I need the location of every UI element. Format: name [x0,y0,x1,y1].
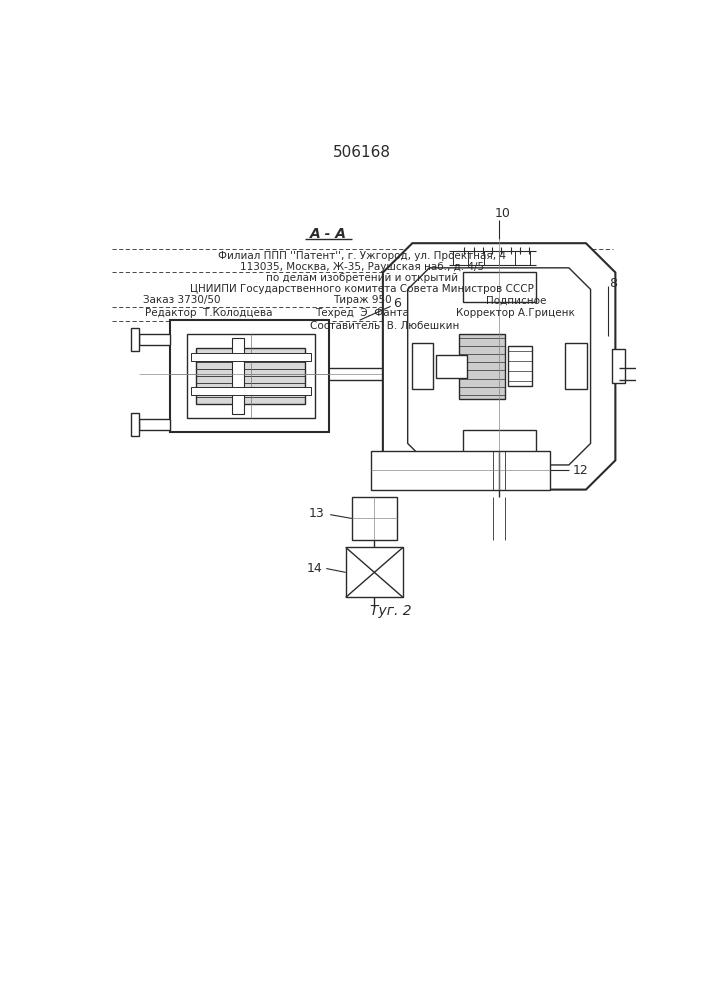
Bar [352,497,397,540]
Text: 10: 10 [495,207,511,220]
Bar [191,353,311,361]
Bar [346,547,403,597]
Text: Филиал ППП ''Патент'', г. Ужгород, ул. Проектная, 4: Филиал ППП ''Патент'', г. Ужгород, ул. П… [218,251,506,261]
Bar [131,413,139,436]
Text: Редактор  Т.Колодцева: Редактор Т.Колодцева [145,308,273,318]
Bar [612,349,626,383]
Bar [565,343,587,389]
Bar [459,334,506,399]
Text: ЦНИИПИ Государственного комитета Совета Министров СССР: ЦНИИПИ Государственного комитета Совета … [190,284,534,294]
Bar [196,348,305,404]
Text: 14: 14 [307,562,322,575]
Bar [187,334,315,418]
Text: Τуг. 2: Τуг. 2 [370,604,411,618]
Bar [191,387,311,395]
Text: 6: 6 [393,297,401,310]
Text: 8: 8 [609,277,617,290]
Bar [436,355,467,378]
Bar [462,430,537,461]
Text: 506168: 506168 [333,145,391,160]
Text: Техред  Э. Фанта: Техред Э. Фанта [315,308,409,318]
Bar [411,343,433,389]
Text: 12: 12 [573,464,588,477]
Bar [139,419,170,430]
Bar [131,328,139,351]
Text: 113035, Москва, Ж-35, Раушская наб., д. 4/5: 113035, Москва, Ж-35, Раушская наб., д. … [240,262,484,272]
Bar [462,272,537,302]
Text: Заказ 3730/50: Заказ 3730/50 [143,295,221,305]
Polygon shape [383,243,615,490]
Text: 13: 13 [309,507,325,520]
Bar [232,338,244,414]
Bar [508,346,532,386]
Text: Составитель  В. Любешкин: Составитель В. Любешкин [310,321,459,331]
Bar [371,451,549,490]
Text: Тираж 950: Тираж 950 [333,295,392,305]
Text: Корректор А.Гриценк: Корректор А.Гриценк [456,308,575,318]
Bar [170,320,329,432]
Bar [139,334,170,345]
Text: по делам изобретений и открытий: по делам изобретений и открытий [267,273,458,283]
Text: Подписное: Подписное [486,295,546,305]
Text: A - A: A - A [310,227,347,241]
